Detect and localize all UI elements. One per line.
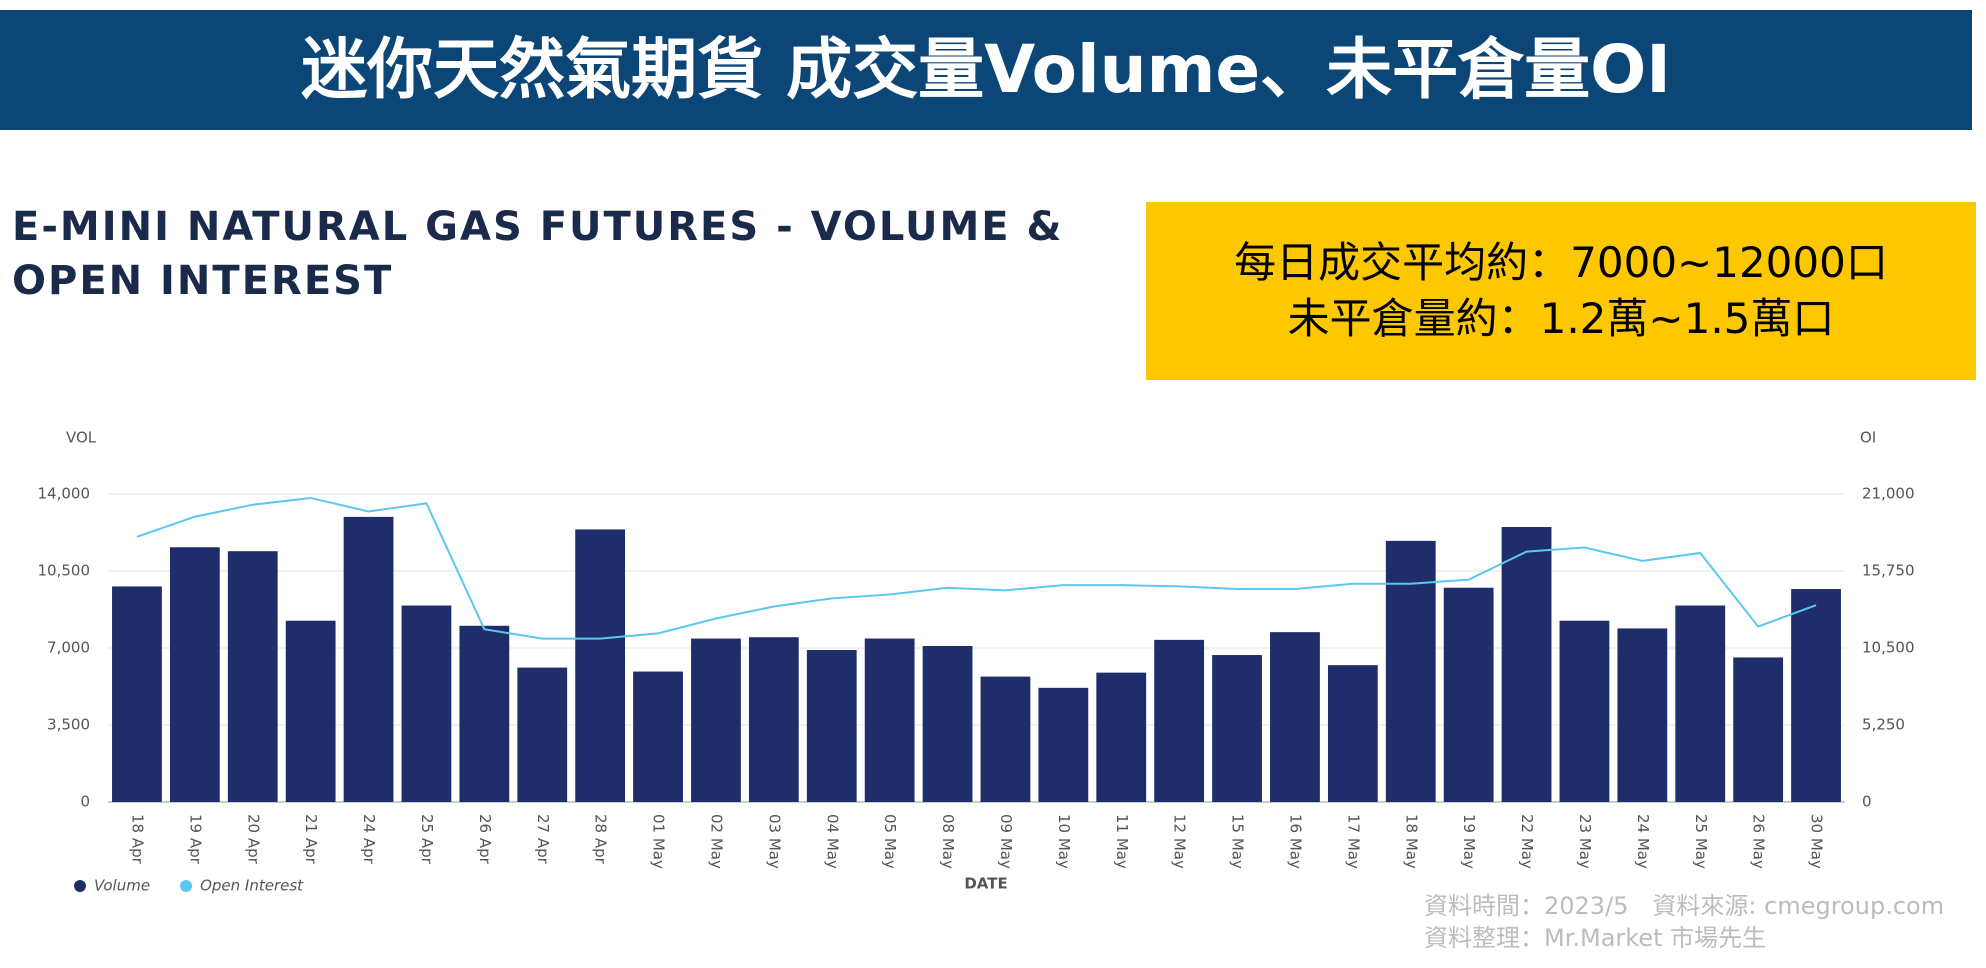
y-tick-label: 3,500 (47, 716, 90, 734)
x-tick-label: 23 May (1576, 814, 1594, 869)
bar (169, 547, 220, 802)
bar (112, 586, 162, 802)
bar (1154, 639, 1205, 802)
bar (227, 551, 278, 802)
x-tick-label: 18 Apr (128, 814, 146, 865)
bar (1327, 665, 1378, 802)
bar (1675, 605, 1726, 802)
bar (1270, 632, 1320, 802)
x-axis-title: DATE (964, 875, 1007, 893)
x-tick-label: 12 May (1171, 814, 1189, 869)
bar (922, 646, 973, 802)
x-tick-label: 11 May (1113, 814, 1131, 869)
x-tick-label: 26 May (1750, 814, 1768, 869)
x-tick-label: 24 May (1634, 814, 1652, 869)
bar (748, 637, 799, 802)
x-tick-label: 21 Apr (302, 814, 320, 865)
y-tick-label: 10,500 (38, 562, 91, 580)
x-tick-label: 24 Apr (360, 814, 378, 865)
x-tick-label: 05 May (881, 814, 899, 869)
x-tick-label: 26 Apr (476, 814, 494, 865)
bar (575, 529, 626, 802)
y-tick-label: 7,000 (47, 639, 90, 657)
bar (343, 516, 394, 802)
y2-axis-title: OI (1860, 429, 1876, 447)
y-tick-label: 14,000 (38, 485, 91, 503)
author: 資料整理：Mr.Market 市場先生 (1424, 924, 1767, 952)
y2-tick-label: 5,250 (1862, 716, 1905, 734)
x-tick-label: 28 Apr (592, 814, 610, 865)
bar (1559, 620, 1610, 802)
bar (1617, 628, 1668, 802)
source: 資料時間：2023/5 資料來源: cmegroup.com (1424, 892, 1945, 920)
bar (285, 620, 336, 802)
bar (1385, 540, 1436, 802)
bar (1733, 657, 1784, 802)
x-tick-label: 25 Apr (418, 814, 436, 865)
bar (401, 605, 452, 802)
x-tick-label: 30 May (1808, 814, 1826, 869)
x-tick-label: 19 Apr (186, 814, 204, 865)
bar (459, 625, 510, 802)
x-tick-label: 17 May (1344, 814, 1362, 869)
x-tick-label: 20 Apr (244, 814, 262, 865)
x-tick-label: 15 May (1229, 814, 1247, 869)
x-tick-label: 27 Apr (534, 814, 552, 865)
y2-tick-label: 21,000 (1862, 485, 1915, 503)
annotation-box: 每日成交平均約：7000~12000口 未平倉量約：1.2萬~1.5萬口 (1146, 202, 1976, 380)
annotation: 未平倉量約：1.2萬~1.5萬口 (1287, 294, 1835, 343)
x-tick-label: 19 May (1460, 814, 1478, 869)
y-axis-title: VOL (66, 429, 97, 447)
x-tick-label: 18 May (1402, 814, 1420, 869)
bar (517, 667, 568, 802)
bar (864, 638, 915, 802)
chart-title: E-MINI NATURAL GAS FUTURES - VOLUME & OP… (12, 204, 1064, 304)
bar (1791, 589, 1841, 802)
legend-label: Volume (94, 877, 150, 895)
x-tick-label: 02 May (707, 814, 725, 869)
x-tick-label: 25 May (1692, 814, 1710, 869)
bar (806, 649, 857, 802)
legend-label: Open Interest (200, 877, 304, 895)
bar (1038, 687, 1089, 802)
legend-marker (74, 880, 86, 892)
x-tick-label: 01 May (650, 814, 668, 869)
x-tick-label: 16 May (1286, 814, 1304, 869)
y2-tick-label: 0 (1862, 793, 1872, 811)
bar (633, 671, 683, 802)
x-tick-label: 10 May (1055, 814, 1073, 869)
bar (1443, 587, 1494, 802)
bar (691, 638, 741, 802)
x-tick-label: 04 May (823, 814, 841, 869)
banner-title: 迷你天然氣期貨 成交量Volume、未平倉量OI (0, 10, 1972, 130)
footer: 資料時間：2023/5 資料來源: cmegroup.com 資料整理：Mr.M… (1424, 890, 1944, 954)
x-tick-label: 08 May (939, 814, 957, 869)
x-tick-label: 09 May (997, 814, 1015, 869)
line (136, 496, 1817, 640)
annotation: 每日成交平均約：7000~12000口 (1234, 238, 1888, 287)
bar (1501, 527, 1552, 802)
y2-tick-label: 10,500 (1862, 639, 1915, 657)
legend-marker (180, 880, 193, 892)
bar (980, 676, 1031, 802)
x-tick-label: 22 May (1518, 814, 1536, 869)
bar (1096, 672, 1147, 802)
y2-tick-label: 15,750 (1862, 562, 1915, 580)
bar (1212, 655, 1262, 802)
y-tick-label: 0 (80, 793, 90, 811)
x-tick-label: 03 May (765, 814, 783, 869)
